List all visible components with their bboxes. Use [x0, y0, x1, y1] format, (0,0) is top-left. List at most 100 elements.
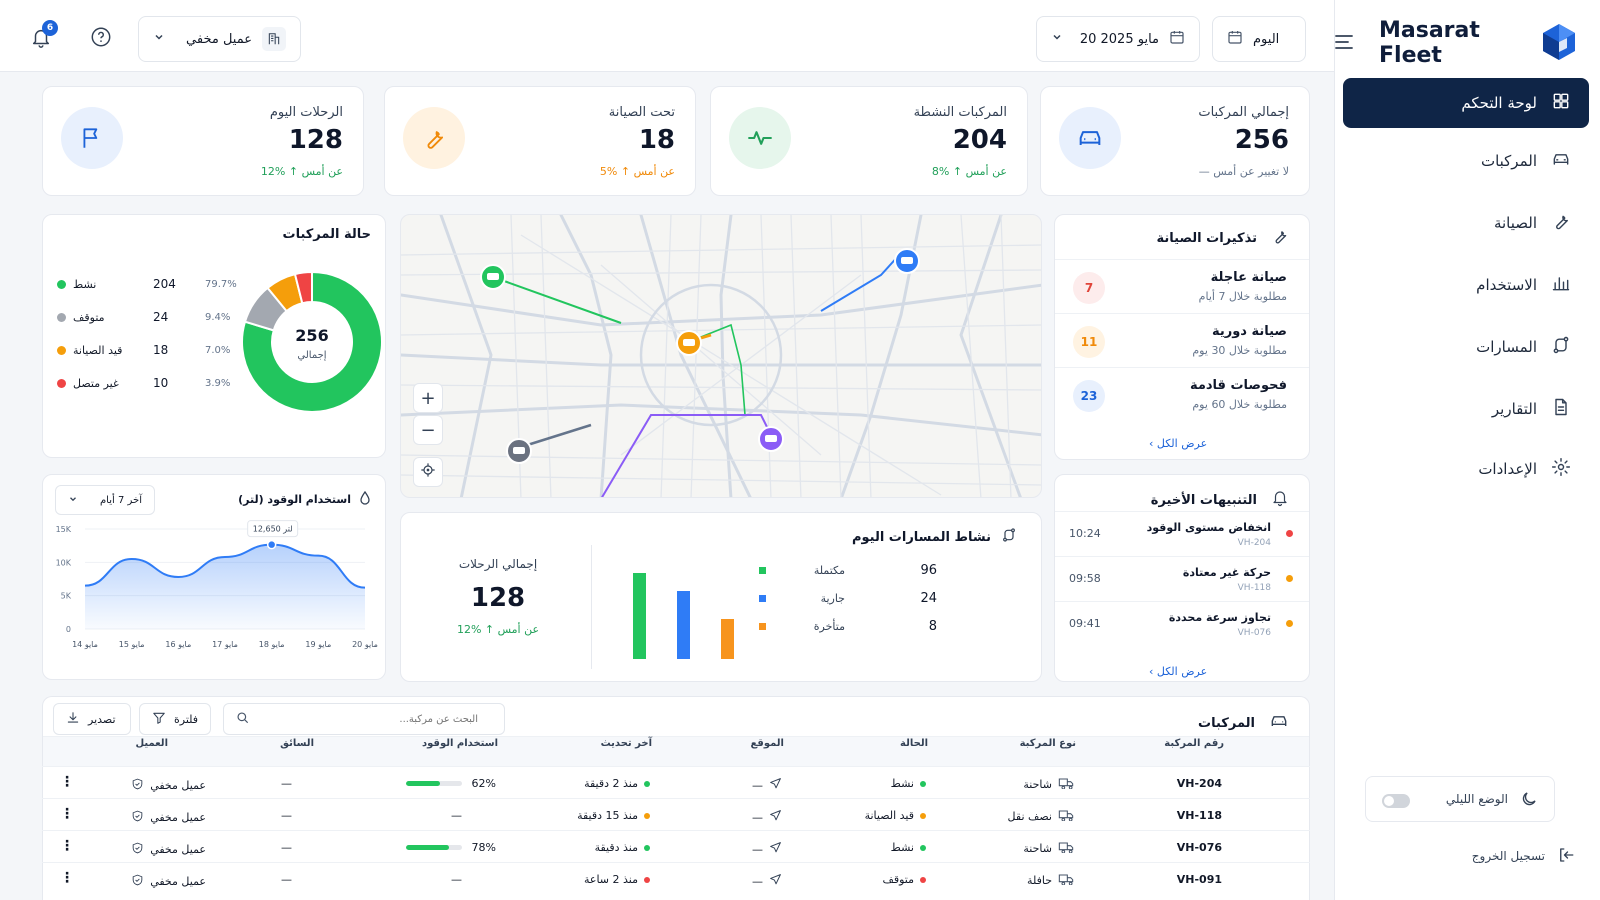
- fuel-bar: [405, 781, 462, 786]
- updated-dot: [644, 844, 650, 851]
- date-picker[interactable]: 20 مايو 2025: [1036, 16, 1200, 62]
- alert-vehicle: VH-118: [1237, 583, 1271, 593]
- maintenance-item[interactable]: صيانة عاجلة مطلوبة خلال 7 أيام 7: [1055, 259, 1309, 313]
- locate-button[interactable]: [413, 457, 443, 487]
- fuel-bar-fill: [405, 781, 441, 786]
- client-cell: عميل مخفي: [131, 809, 206, 826]
- sidebar: Masarat Fleet لوحة التحكم المركبات الصيانة…: [1334, 0, 1600, 900]
- sidebar-item-label: الإعدادات: [1478, 460, 1537, 478]
- y-tick-label: 15K: [56, 525, 72, 534]
- zoom-in-button[interactable]: +: [413, 383, 443, 413]
- route-activity-card: نشاط المسارات اليوم إجمالي الرحلات 128 1…: [400, 512, 1042, 682]
- dark-mode-switch[interactable]: [1382, 794, 1410, 808]
- column-header[interactable]: الموقع: [750, 738, 784, 749]
- more-actions-icon[interactable]: ⋮: [60, 774, 74, 790]
- client-cell: عميل مخفي: [131, 841, 206, 858]
- status-label: نشط: [73, 277, 97, 291]
- kpi-trips-today: الرحلات اليوم 128 12% ↑ عن أمس: [42, 86, 364, 196]
- vehicle-marker-green[interactable]: [480, 264, 506, 290]
- y-tick-label: 10K: [56, 558, 72, 567]
- table-row[interactable]: VH-091 حافلة متوقف — منذ 2 ساعة — — عميل مخفي ⋮: [42, 862, 1310, 894]
- export-button[interactable]: تصدير: [53, 703, 131, 735]
- status-legend-row: 79.7% 204 نشط: [57, 274, 237, 294]
- more-actions-icon[interactable]: ⋮: [60, 838, 74, 854]
- vehicle-id[interactable]: VH-091: [1176, 873, 1222, 886]
- client-label: عميل مخفي: [186, 31, 252, 47]
- more-actions-icon[interactable]: ⋮: [60, 870, 74, 886]
- alert-item[interactable]: حركة غير معتادة VH-118 09:58: [1055, 556, 1309, 601]
- location-text: —: [752, 874, 763, 888]
- maintenance-title: تذكيرات الصيانة: [1157, 227, 1290, 249]
- column-header[interactable]: آخر تحديث: [600, 738, 652, 749]
- column-header[interactable]: رقم المركبة: [1164, 738, 1224, 749]
- column-header[interactable]: السائق: [280, 738, 314, 749]
- filter-button[interactable]: فلترة: [139, 703, 211, 735]
- alert-item[interactable]: انخفاض مستوى الوقود VH-204 10:24: [1055, 511, 1309, 556]
- location-cell[interactable]: —: [752, 809, 782, 825]
- sidebar-item-route[interactable]: المسارات: [1343, 322, 1589, 372]
- menu-icon[interactable]: [1335, 34, 1353, 52]
- sidebar-item-car[interactable]: المركبات: [1343, 136, 1589, 186]
- alert-item[interactable]: تجاوز سرعة محددة VH-076 09:41: [1055, 601, 1309, 646]
- fuel-usage-chart: 0 5K 10K 15K 12,650 لتر 14 مايو 15 مايو 16 مايو…: [56, 520, 378, 649]
- vehicle-marker-purple[interactable]: [758, 426, 784, 452]
- route-activity-bars: [633, 573, 734, 659]
- fuel-period-select[interactable]: آخر 7 أيام: [55, 485, 155, 515]
- fuel-peak-point[interactable]: [266, 539, 277, 550]
- alerts-title-text: التنبيهات الأخيرة: [1150, 492, 1257, 508]
- status-pct: 3.9%: [205, 377, 231, 389]
- sidebar-item-wrench[interactable]: الصيانة: [1343, 198, 1589, 248]
- vehicle-type-cell: شاحنة: [1023, 777, 1074, 792]
- route-legend-label: جارية: [820, 592, 845, 605]
- zoom-out-button[interactable]: −: [413, 415, 443, 445]
- vehicle-marker-orange[interactable]: [676, 330, 702, 356]
- kpi-total-vehicles: إجمالي المركبات 256 — لا تغيير عن أمس: [1040, 86, 1310, 196]
- dark-mode-toggle-card[interactable]: الوضع الليلي: [1365, 776, 1555, 822]
- vehicle-id[interactable]: VH-118: [1176, 809, 1222, 822]
- wrench-icon: [403, 107, 465, 169]
- truck-icon: [1058, 809, 1074, 824]
- sidebar-item-bar-chart[interactable]: الاستخدام: [1343, 260, 1589, 310]
- table-row[interactable]: VH-204 شاحنة نشط — منذ 2 دقيقة 62% — عميل مخفي ⋮: [42, 766, 1310, 798]
- location-cell[interactable]: —: [752, 873, 782, 889]
- search-input[interactable]: [258, 713, 478, 725]
- maintenance-item[interactable]: فحوصات قادمة مطلوبة خلال 60 يوم 23: [1055, 367, 1309, 421]
- table-row[interactable]: VH-076 شاحنة نشط — منذ دقيقة 78% — عميل مخفي ⋮: [42, 830, 1310, 862]
- client-select[interactable]: عميل مخفي: [138, 16, 301, 62]
- chevron-down-icon: [1051, 31, 1063, 47]
- column-header[interactable]: العميل: [135, 738, 168, 749]
- kpi-under-maintenance: تحت الصيانة 18 5% ↑ عن أمس: [384, 86, 696, 196]
- column-header[interactable]: استخدام الوقود: [422, 738, 498, 749]
- period-select[interactable]: اليوم: [1212, 16, 1306, 62]
- driver-cell: —: [281, 777, 292, 790]
- donut-slice-3: [293, 270, 313, 305]
- sidebar-item-document[interactable]: التقارير: [1343, 384, 1589, 434]
- brand: Masarat Fleet: [1335, 18, 1576, 68]
- more-actions-icon[interactable]: ⋮: [60, 806, 74, 822]
- sidebar-item-dashboard[interactable]: لوحة التحكم: [1343, 78, 1589, 128]
- vehicle-marker-gray[interactable]: [506, 438, 532, 464]
- help-icon[interactable]: [90, 26, 112, 51]
- search-box[interactable]: [223, 703, 505, 735]
- location-text: —: [752, 778, 763, 792]
- vehicle-id[interactable]: VH-076: [1176, 841, 1222, 854]
- column-header[interactable]: الحالة: [900, 738, 928, 749]
- logout-button[interactable]: تسجيل الخروج: [1425, 844, 1575, 868]
- sidebar-item-gear[interactable]: الإعدادات: [1343, 444, 1589, 494]
- maintenance-view-all-link[interactable]: ‹ عرض الكل: [1149, 437, 1207, 450]
- vehicle-id[interactable]: VH-204: [1176, 777, 1222, 790]
- activity-pulse-icon: [729, 107, 791, 169]
- live-map[interactable]: + −: [400, 214, 1042, 498]
- maintenance-item[interactable]: صيانة دورية مطلوبة خلال 30 يوم 11: [1055, 313, 1309, 367]
- alerts-view-all-link[interactable]: ‹ عرض الكل: [1149, 665, 1207, 678]
- table-row[interactable]: VH-118 نصف نقل قيد الصيانة — منذ 15 دقيقة — — ع…: [42, 798, 1310, 830]
- vehicle-status-title: حالة المركبات: [282, 227, 372, 242]
- location-cell[interactable]: —: [752, 841, 782, 857]
- kpi-value: 128: [288, 125, 343, 155]
- status-pct: 9.4%: [205, 311, 231, 323]
- sidebar-item-label: الصيانة: [1493, 214, 1537, 232]
- vehicle-marker-blue[interactable]: [894, 248, 920, 274]
- location-cell[interactable]: —: [752, 777, 782, 793]
- column-header[interactable]: نوع المركبة: [1019, 738, 1076, 749]
- status-color-dot: [57, 345, 66, 355]
